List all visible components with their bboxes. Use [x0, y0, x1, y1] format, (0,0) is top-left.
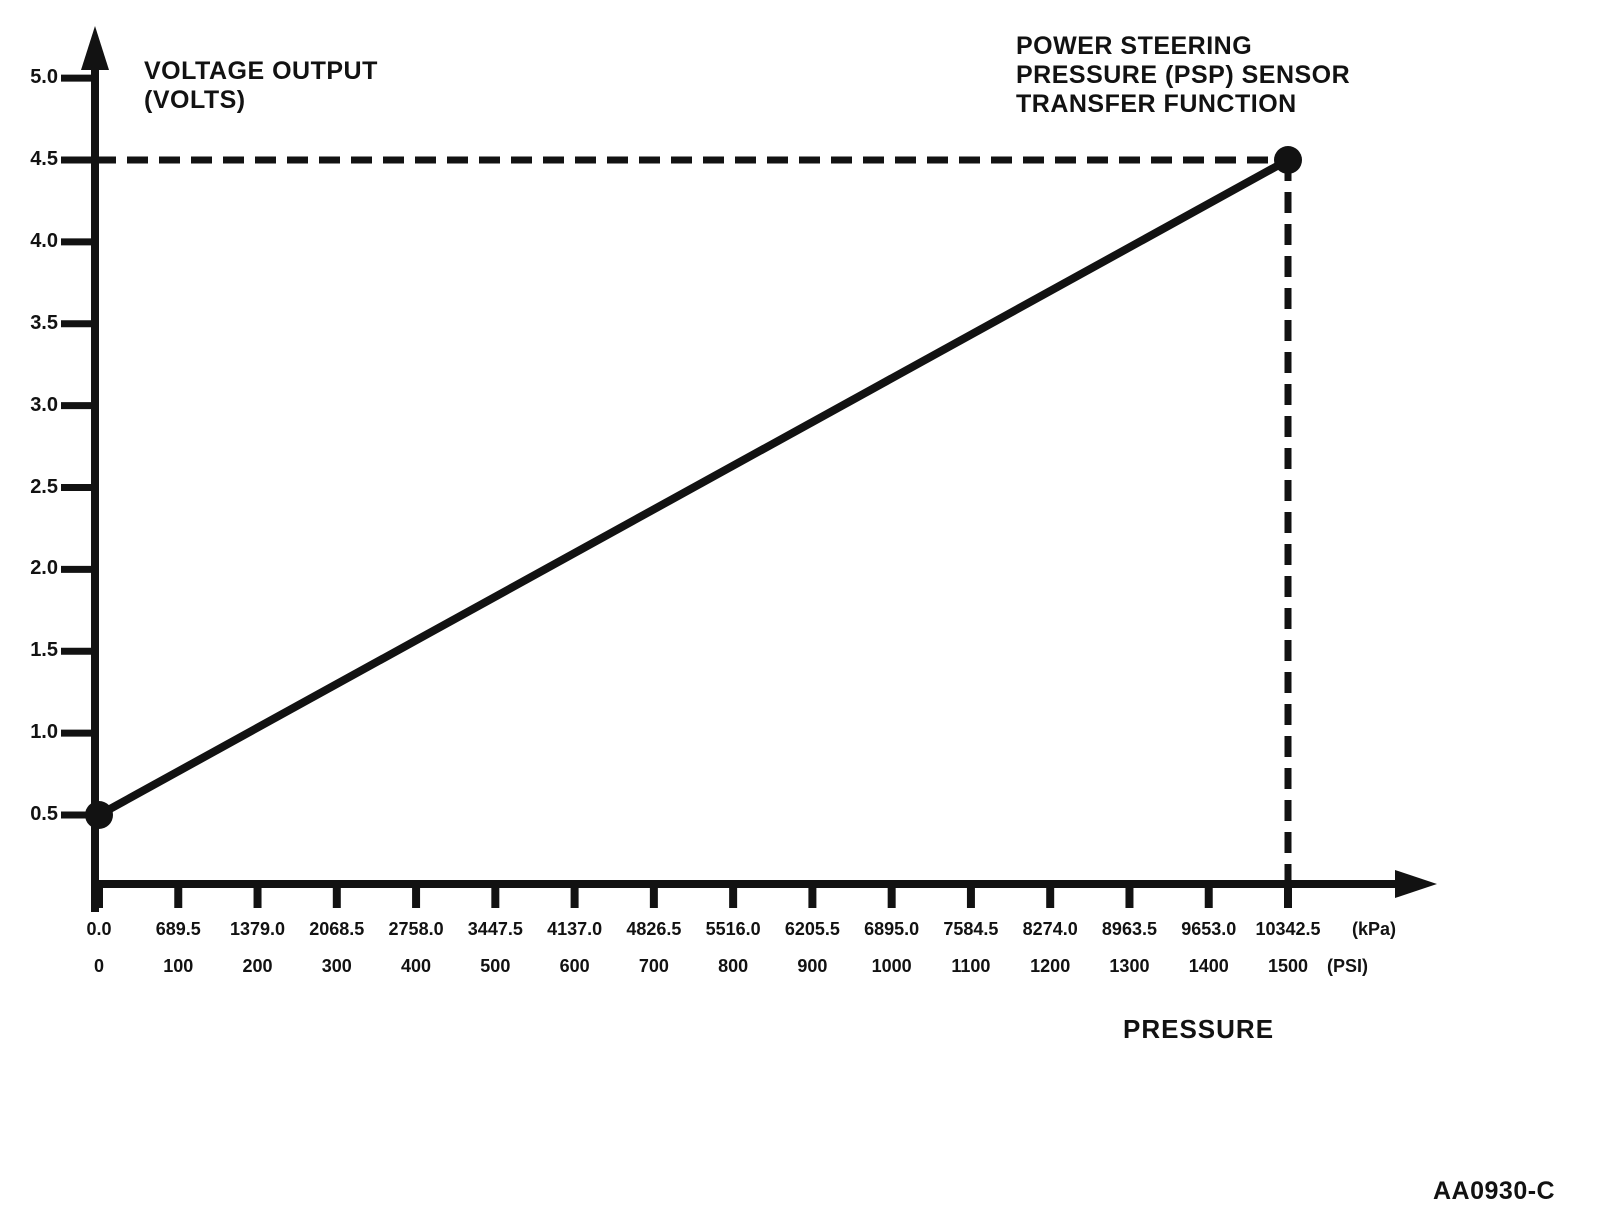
x-tick-label-psi: 900 — [797, 956, 828, 976]
x-tick-label-psi: 1500 — [1267, 956, 1309, 976]
y-tick-label-volts: 4.5 — [30, 148, 58, 170]
data-point-marker — [1274, 146, 1302, 174]
y-tick-label-volts: 1.0 — [30, 721, 58, 744]
x-axis-kpa-unit-label: (kPa) — [1352, 919, 1397, 939]
x-tick-label-kpa: 2758.0 — [388, 919, 444, 939]
x-tick-label-kpa: 8274.0 — [1022, 919, 1078, 939]
x-tick-label-psi: 300 — [321, 956, 352, 976]
y-axis-title-line2: (VOLTS) — [144, 86, 246, 114]
y-tick-label-volts: 2.0 — [30, 557, 58, 580]
x-tick-label-kpa: 689.5 — [155, 919, 201, 939]
y-axis-title-line1: VOLTAGE OUTPUT — [144, 57, 378, 85]
y-tick-label-volts: 3.5 — [30, 311, 58, 334]
x-tick-label-kpa: 3447.5 — [467, 919, 523, 939]
x-tick-label-psi: 0 — [93, 956, 104, 976]
chart-title-line2: PRESSURE (PSP) SENSOR — [1016, 61, 1351, 89]
x-tick-label-kpa: 4826.5 — [626, 919, 682, 939]
x-tick-label-psi: 100 — [163, 956, 194, 976]
y-axis-arrowhead — [81, 26, 109, 70]
x-tick-label-psi: 200 — [242, 956, 273, 976]
x-tick-label-kpa: 7584.5 — [943, 919, 999, 939]
x-tick-label-kpa: 10342.5 — [1255, 919, 1321, 939]
x-axis-arrowhead — [1395, 870, 1437, 898]
y-tick-label-volts: 1.5 — [30, 639, 58, 662]
y-tick-label-volts: 2.5 — [30, 475, 58, 498]
x-tick-label-kpa: 6205.5 — [784, 919, 840, 939]
x-axis-psi-unit-label: (PSI) — [1327, 956, 1369, 976]
x-tick-label-psi: 600 — [559, 956, 590, 976]
x-tick-label-psi: 1400 — [1188, 956, 1229, 976]
x-tick-label-psi: 400 — [401, 956, 432, 976]
x-tick-label-kpa: 1379.0 — [230, 919, 286, 939]
y-tick-label-volts: 4.0 — [30, 229, 58, 252]
y-tick-label-volts: 3.0 — [30, 393, 58, 416]
x-tick-label-psi: 1000 — [871, 956, 912, 976]
chart-title-line1: POWER STEERING — [1016, 32, 1253, 60]
x-tick-label-psi: 1300 — [1109, 956, 1150, 976]
x-tick-label-kpa: 2068.5 — [309, 919, 365, 939]
x-tick-label-psi: 700 — [638, 956, 669, 976]
x-tick-label-psi: 500 — [480, 956, 511, 976]
y-axis-title: VOLTAGE OUTPUT (VOLTS) — [144, 57, 378, 115]
x-tick-label-psi: 800 — [718, 956, 749, 976]
x-tick-label-kpa: 9653.0 — [1181, 919, 1237, 939]
x-axis-title: PRESSURE — [1123, 1014, 1275, 1044]
x-tick-label-kpa: 6895.0 — [864, 919, 920, 939]
x-tick-label-kpa: 5516.0 — [705, 919, 761, 939]
chart-title-line3: TRANSFER FUNCTION — [1016, 90, 1297, 118]
y-tick-label-volts: 0.5 — [30, 803, 58, 825]
figure-code: AA0930-C — [1433, 1177, 1556, 1205]
x-tick-label-psi: 1200 — [1030, 956, 1071, 976]
x-tick-label-kpa: 0.0 — [86, 919, 112, 939]
transfer-function-line — [97, 156, 1290, 819]
x-tick-label-kpa: 4137.0 — [547, 919, 603, 939]
x-tick-label-psi: 1100 — [951, 956, 991, 976]
x-tick-label-kpa: 8963.5 — [1101, 919, 1157, 939]
y-tick-label-volts: 5.0 — [30, 66, 58, 89]
chart-title: POWER STEERING PRESSURE (PSP) SENSOR TRA… — [1016, 32, 1350, 119]
